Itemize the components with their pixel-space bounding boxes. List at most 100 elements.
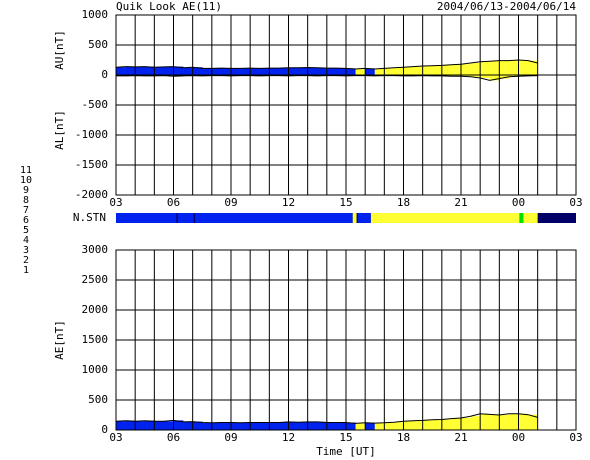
y-axis-label: AL[nT] [53,110,66,150]
y-tick-label: 1000 [82,363,109,376]
data-bar [365,68,376,76]
y-tick-label: 1000 [82,8,109,21]
x-tick-label: 00 [512,196,525,209]
data-bar [288,421,299,430]
legend-label: 6 [23,215,29,226]
data-bar [192,67,203,76]
data-bar [336,68,347,76]
data-bar [336,422,347,430]
data-bar [441,419,452,430]
data-bar [173,420,184,430]
nstn-label: N.STN [73,211,106,224]
data-bar [269,422,280,430]
data-bar [528,60,538,76]
data-bar [125,66,136,76]
data-bar [317,67,328,76]
nstn-segment [357,213,371,223]
x-tick-label: 09 [224,196,237,209]
date-range: 2004/06/13-2004/06/14 [437,0,576,13]
x-tick-label: 12 [282,431,295,444]
legend-label: 7 [23,205,29,216]
data-bar [518,60,529,77]
data-bar [480,413,491,430]
x-tick-label: 21 [454,196,467,209]
x-tick-label: 06 [167,196,180,209]
legend-label: 8 [23,195,29,206]
nstn-segment [116,213,177,223]
data-bar [116,67,126,76]
x-tick-label: 03 [109,431,122,444]
data-bar [231,422,241,430]
y-tick-label: 0 [101,423,108,436]
data-bar [307,421,318,430]
data-bar [432,65,443,76]
data-bar [135,421,146,430]
data-bar [537,63,548,76]
data-bar [173,66,184,77]
x-axis-label: Time [UT] [316,445,376,458]
data-bar [326,422,337,430]
legend-label: 9 [23,185,29,196]
data-bar [278,422,289,430]
data-bar [326,68,337,76]
data-bar [403,67,414,76]
x-tick-label: 15 [339,196,352,209]
legend-label: 4 [23,235,29,246]
data-bar [298,422,308,430]
data-bar [202,68,213,76]
data-bar [355,423,366,430]
data-bar [518,413,529,430]
data-bar [144,420,155,430]
data-bar [346,422,356,430]
data-bar [317,421,328,430]
legend-label: 5 [23,225,29,236]
data-bar [154,67,165,76]
data-bar [135,66,146,76]
y-tick-label: 0 [101,68,108,81]
y-tick-label: 1500 [82,333,109,346]
data-bar [432,419,443,430]
y-axis-label: AU[nT] [53,30,66,70]
data-bar [250,68,261,76]
data-bar [489,61,500,81]
plot-frame [115,249,577,431]
data-bar [451,418,462,430]
data-bar [374,69,385,76]
data-bar [355,69,366,76]
data-bar [422,420,433,430]
data-bar [163,66,174,76]
x-tick-label: 18 [397,196,410,209]
data-bar [470,63,481,77]
data-bar [393,422,404,430]
y-tick-label: -1000 [75,128,108,141]
legend-label: 1 [23,265,29,276]
data-bar [499,415,510,430]
y-axis-label: AE[nT] [53,320,66,360]
data-bar [537,417,548,430]
data-bar [240,68,251,76]
data-bar [183,421,193,430]
data-bar [298,67,308,76]
data-bar [393,67,404,76]
data-bar [278,68,289,76]
data-bar [183,67,193,76]
x-tick-label: 03 [569,431,582,444]
y-tick-label: 3000 [82,243,109,256]
x-tick-label: 15 [339,431,352,444]
data-bar [384,68,395,76]
data-bar [288,67,299,76]
nstn-segment [370,213,520,223]
y-tick-label: -2000 [75,188,108,201]
y-tick-label: 500 [88,38,108,51]
x-tick-label: 03 [569,196,582,209]
data-bar [499,60,510,79]
data-bar [508,413,519,430]
x-tick-label: 18 [397,431,410,444]
data-bar [192,421,203,430]
data-bar [163,421,174,430]
data-bar [508,60,519,77]
data-bar [250,422,261,430]
nstn-segment [519,213,524,223]
series-outline [115,59,538,70]
